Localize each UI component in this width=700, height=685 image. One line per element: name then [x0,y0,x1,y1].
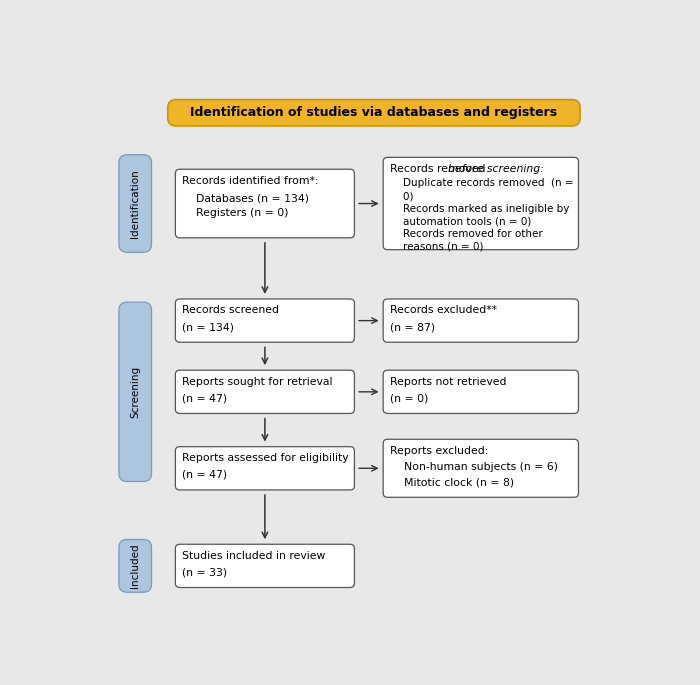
Text: (n = 47): (n = 47) [183,393,228,403]
FancyBboxPatch shape [119,155,151,252]
Text: Records removed: Records removed [390,164,489,174]
Text: Screening: Screening [130,366,140,418]
FancyBboxPatch shape [176,545,354,588]
Text: Included: Included [130,544,140,588]
Text: (n = 47): (n = 47) [183,470,228,480]
Text: Records identified from*:: Records identified from*: [183,175,319,186]
Text: Records marked as ineligible by: Records marked as ineligible by [390,203,569,214]
Text: Mitotic clock (n = 8): Mitotic clock (n = 8) [390,477,514,487]
Text: Records screened: Records screened [183,306,279,315]
Text: 0): 0) [390,191,413,201]
Text: Identification: Identification [130,169,140,238]
FancyBboxPatch shape [176,169,354,238]
FancyBboxPatch shape [176,447,354,490]
Text: Reports assessed for eligibility: Reports assessed for eligibility [183,453,349,463]
Text: Identification of studies via databases and registers: Identification of studies via databases … [190,106,557,119]
FancyBboxPatch shape [176,299,354,342]
Text: before screening:: before screening: [448,164,544,174]
Text: automation tools (n = 0): automation tools (n = 0) [390,216,531,227]
FancyBboxPatch shape [168,99,580,126]
FancyBboxPatch shape [383,299,578,342]
Text: Duplicate records removed  (n =: Duplicate records removed (n = [390,179,573,188]
Text: reasons (n = 0): reasons (n = 0) [390,242,483,252]
FancyBboxPatch shape [383,370,578,414]
Text: Non-human subjects (n = 6): Non-human subjects (n = 6) [390,462,558,473]
FancyBboxPatch shape [383,439,578,497]
FancyBboxPatch shape [176,370,354,414]
FancyBboxPatch shape [119,302,151,482]
Text: (n = 87): (n = 87) [390,322,435,332]
Text: (n = 0): (n = 0) [390,393,428,403]
Text: (n = 33): (n = 33) [183,567,228,577]
Text: Reports not retrieved: Reports not retrieved [390,377,506,386]
Text: Records removed for other: Records removed for other [390,229,542,239]
Text: Reports excluded:: Reports excluded: [390,446,488,456]
Text: (n = 134): (n = 134) [183,322,235,332]
FancyBboxPatch shape [119,540,151,593]
Text: Studies included in review: Studies included in review [183,551,326,560]
Text: Registers (n = 0): Registers (n = 0) [183,208,289,219]
FancyBboxPatch shape [383,158,578,249]
Text: Databases (n = 134): Databases (n = 134) [183,193,309,203]
Text: Reports sought for retrieval: Reports sought for retrieval [183,377,333,386]
Text: Records excluded**: Records excluded** [390,306,497,315]
